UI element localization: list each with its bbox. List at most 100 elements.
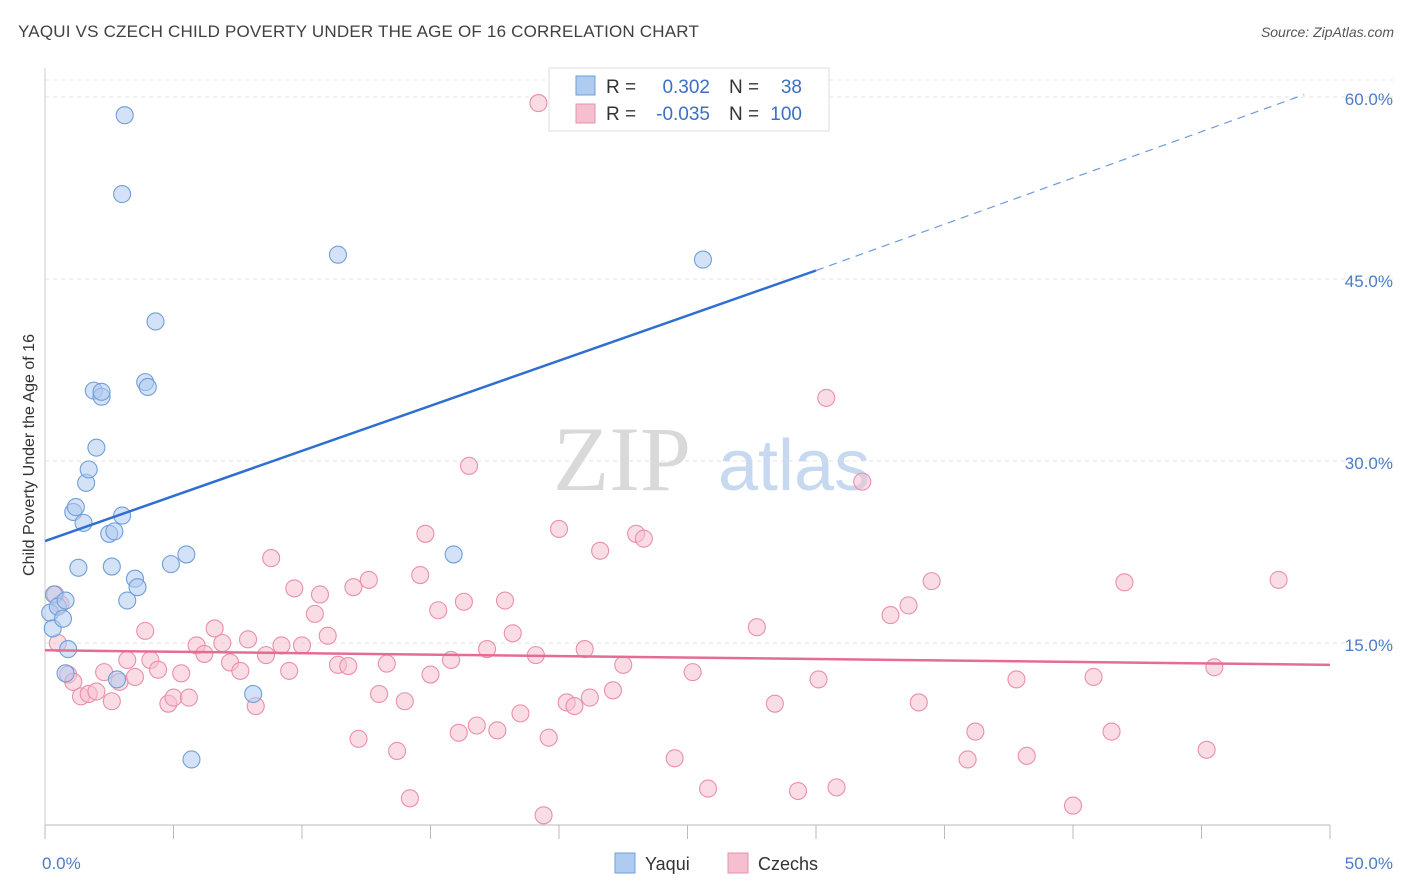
point-czechs-46 — [411, 566, 430, 585]
point-yaqui-37 — [693, 250, 712, 269]
legend-swatch-czechs — [575, 103, 596, 124]
point-yaqui-17 — [92, 382, 111, 401]
point-czechs-37 — [339, 657, 358, 676]
point-czechs-74 — [665, 749, 684, 768]
point-czechs-56 — [488, 721, 507, 740]
trend-line-czechs — [44, 649, 1331, 667]
point-czechs-49 — [429, 601, 448, 620]
point-czechs-63 — [539, 728, 558, 747]
point-czechs-10 — [118, 650, 137, 670]
point-yaqui-34 — [244, 684, 263, 704]
point-czechs-20 — [195, 644, 214, 663]
point-czechs-43 — [388, 741, 407, 761]
point-czechs-38 — [344, 578, 363, 597]
point-czechs-59 — [511, 704, 530, 723]
series-legend: Yaqui Czechs — [614, 852, 818, 874]
tick-labels: 15.0% 30.0% 45.0% 60.0% 0.0% 50.0% — [42, 90, 1393, 873]
point-czechs-21 — [205, 619, 224, 638]
point-czechs-85 — [899, 596, 918, 615]
point-czechs-44 — [395, 692, 414, 711]
point-czechs-94 — [1102, 722, 1121, 741]
y-tick-label-1: 30.0% — [1345, 454, 1393, 473]
point-czechs-32 — [292, 636, 312, 655]
point-czechs-81 — [817, 388, 836, 407]
y-axis-label: Child Poverty Under the Age of 16 — [21, 334, 38, 576]
point-czechs-95 — [1115, 573, 1134, 592]
legend-n-label-2: N = — [729, 104, 759, 125]
point-czechs-97 — [1205, 658, 1224, 677]
point-czechs-90 — [1007, 670, 1026, 689]
chart-title: YAQUI VS CZECH CHILD POVERTY UNDER THE A… — [18, 22, 700, 41]
point-yaqui-31 — [161, 555, 180, 574]
point-yaqui-9 — [66, 498, 85, 517]
point-czechs-28 — [262, 549, 281, 568]
point-czechs-14 — [149, 660, 168, 679]
point-czechs-57 — [495, 591, 515, 610]
point-czechs-16 — [164, 688, 183, 707]
point-czechs-40 — [359, 570, 378, 589]
axes — [44, 68, 1331, 839]
trend-line-yaqui-extension — [815, 94, 1305, 272]
point-czechs-91 — [1017, 746, 1036, 765]
point-czechs-76 — [699, 779, 718, 798]
point-yaqui-22 — [113, 185, 132, 204]
series-legend-swatch-yaqui — [614, 852, 636, 874]
point-czechs-70 — [603, 681, 623, 700]
point-czechs-30 — [280, 661, 299, 680]
point-yaqui-4 — [53, 609, 73, 628]
legend-r-value-1: 0.302 — [662, 77, 710, 98]
series-legend-label-yaqui: Yaqui — [645, 854, 690, 874]
point-czechs-53 — [459, 456, 479, 475]
stats-legend: R = 0.302 N = 38 R = -0.035 N = 100 — [548, 67, 830, 132]
legend-r-value-2: -0.035 — [656, 104, 710, 125]
point-czechs-86 — [909, 693, 928, 712]
point-yaqui-29 — [138, 377, 157, 397]
point-czechs-24 — [231, 661, 250, 680]
point-yaqui-30 — [146, 312, 165, 331]
point-yaqui-24 — [115, 106, 134, 125]
point-czechs-39 — [349, 729, 368, 748]
watermark: ZIP atlas — [553, 408, 870, 510]
point-czechs-55 — [477, 640, 497, 659]
point-czechs-33 — [305, 604, 324, 623]
legend-r-label-2: R = — [606, 104, 636, 125]
point-yaqui-36 — [444, 545, 463, 564]
legend-n-label-1: N = — [729, 77, 759, 98]
point-yaqui-15 — [87, 438, 106, 457]
point-czechs-54 — [467, 716, 486, 735]
point-czechs-82 — [827, 778, 846, 797]
point-czechs-62 — [534, 806, 553, 825]
point-czechs-31 — [285, 579, 304, 598]
point-czechs-35 — [318, 626, 337, 645]
point-czechs-69 — [591, 541, 610, 560]
point-czechs-88 — [958, 750, 977, 769]
point-yaqui-33 — [182, 750, 201, 769]
series-czechs-points — [46, 94, 1288, 825]
point-czechs-96 — [1197, 740, 1216, 759]
point-yaqui-20 — [105, 522, 124, 541]
point-czechs-25 — [238, 630, 258, 649]
watermark-zip: ZIP — [553, 408, 691, 510]
point-czechs-47 — [416, 524, 435, 543]
point-czechs-73 — [634, 529, 653, 548]
point-czechs-52 — [454, 592, 473, 611]
point-czechs-8 — [102, 692, 121, 711]
point-czechs-18 — [179, 688, 198, 707]
legend-box — [548, 67, 830, 132]
point-czechs-58 — [503, 624, 522, 643]
point-czechs-41 — [370, 684, 389, 704]
point-czechs-61 — [529, 94, 548, 113]
point-czechs-27 — [256, 646, 276, 665]
series-legend-swatch-czechs — [727, 852, 749, 874]
point-czechs-42 — [377, 654, 396, 673]
series-yaqui-points — [41, 106, 712, 769]
point-czechs-77 — [747, 618, 766, 637]
point-czechs-17 — [172, 664, 191, 683]
point-czechs-83 — [853, 472, 872, 491]
point-czechs-98 — [1269, 570, 1288, 589]
point-czechs-67 — [575, 640, 594, 659]
point-yaqui-5 — [56, 664, 75, 683]
point-czechs-79 — [788, 781, 808, 801]
point-czechs-64 — [549, 519, 569, 538]
